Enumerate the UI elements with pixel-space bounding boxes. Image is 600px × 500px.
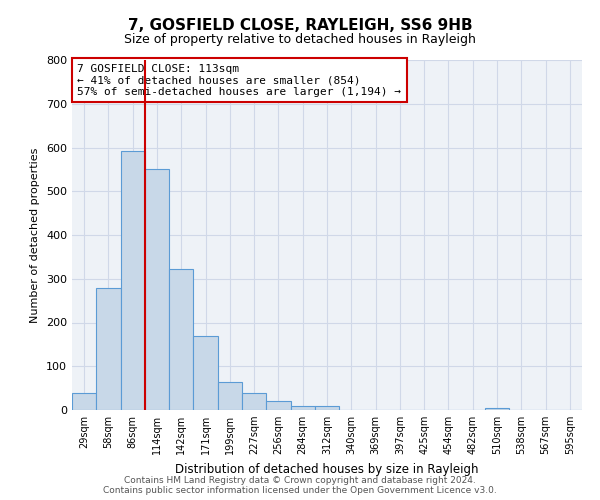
Text: Size of property relative to detached houses in Rayleigh: Size of property relative to detached ho… [124,32,476,46]
X-axis label: Distribution of detached houses by size in Rayleigh: Distribution of detached houses by size … [175,462,479,475]
Bar [96,288,121,410]
Bar [266,401,290,410]
Text: Contains HM Land Registry data © Crown copyright and database right 2024.
Contai: Contains HM Land Registry data © Crown c… [103,476,497,495]
Bar [169,269,193,410]
Bar [290,406,315,410]
Y-axis label: Number of detached properties: Number of detached properties [31,148,40,322]
Text: 7, GOSFIELD CLOSE, RAYLEIGH, SS6 9HB: 7, GOSFIELD CLOSE, RAYLEIGH, SS6 9HB [128,18,472,32]
Bar [315,406,339,410]
Bar [145,170,169,410]
Bar [72,394,96,410]
Bar [121,151,145,410]
Bar [218,382,242,410]
Bar [242,394,266,410]
Text: 7 GOSFIELD CLOSE: 113sqm
← 41% of detached houses are smaller (854)
57% of semi-: 7 GOSFIELD CLOSE: 113sqm ← 41% of detach… [77,64,401,96]
Bar [485,408,509,410]
Bar [193,336,218,410]
